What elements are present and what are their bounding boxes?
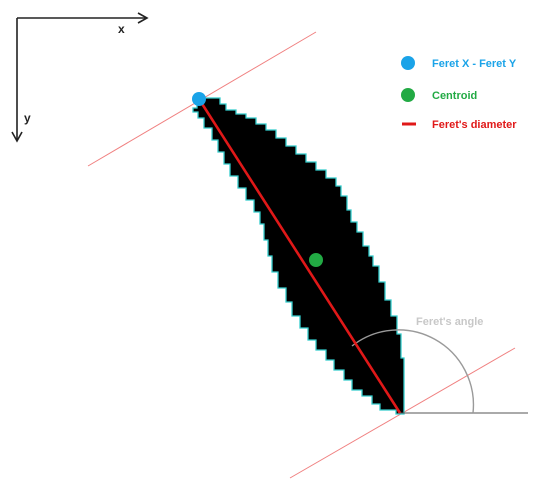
x-axis-arrowhead: [137, 12, 149, 24]
legend-feret-xy-label: Feret X - Feret Y: [432, 58, 517, 70]
y-axis-arrowhead: [11, 131, 23, 143]
feret-diameter-line: [197, 98, 402, 414]
feret-xy-point: [192, 92, 206, 106]
x-axis-label: x: [118, 22, 125, 36]
coordinate-axes: x y: [11, 12, 149, 143]
legend-diameter-label: Feret's diameter: [432, 119, 517, 131]
y-axis-label: y: [24, 111, 31, 125]
centroid-point: [309, 253, 323, 267]
legend-centroid-label: Centroid: [432, 90, 477, 102]
legend-feret-xy-dot: [401, 56, 415, 70]
legend: Feret X - Feret Y Centroid Feret's diame…: [401, 56, 517, 131]
feret-angle-arc: [351, 329, 475, 414]
legend-centroid-dot: [401, 88, 415, 102]
feret-angle-label: Feret's angle: [416, 316, 483, 328]
